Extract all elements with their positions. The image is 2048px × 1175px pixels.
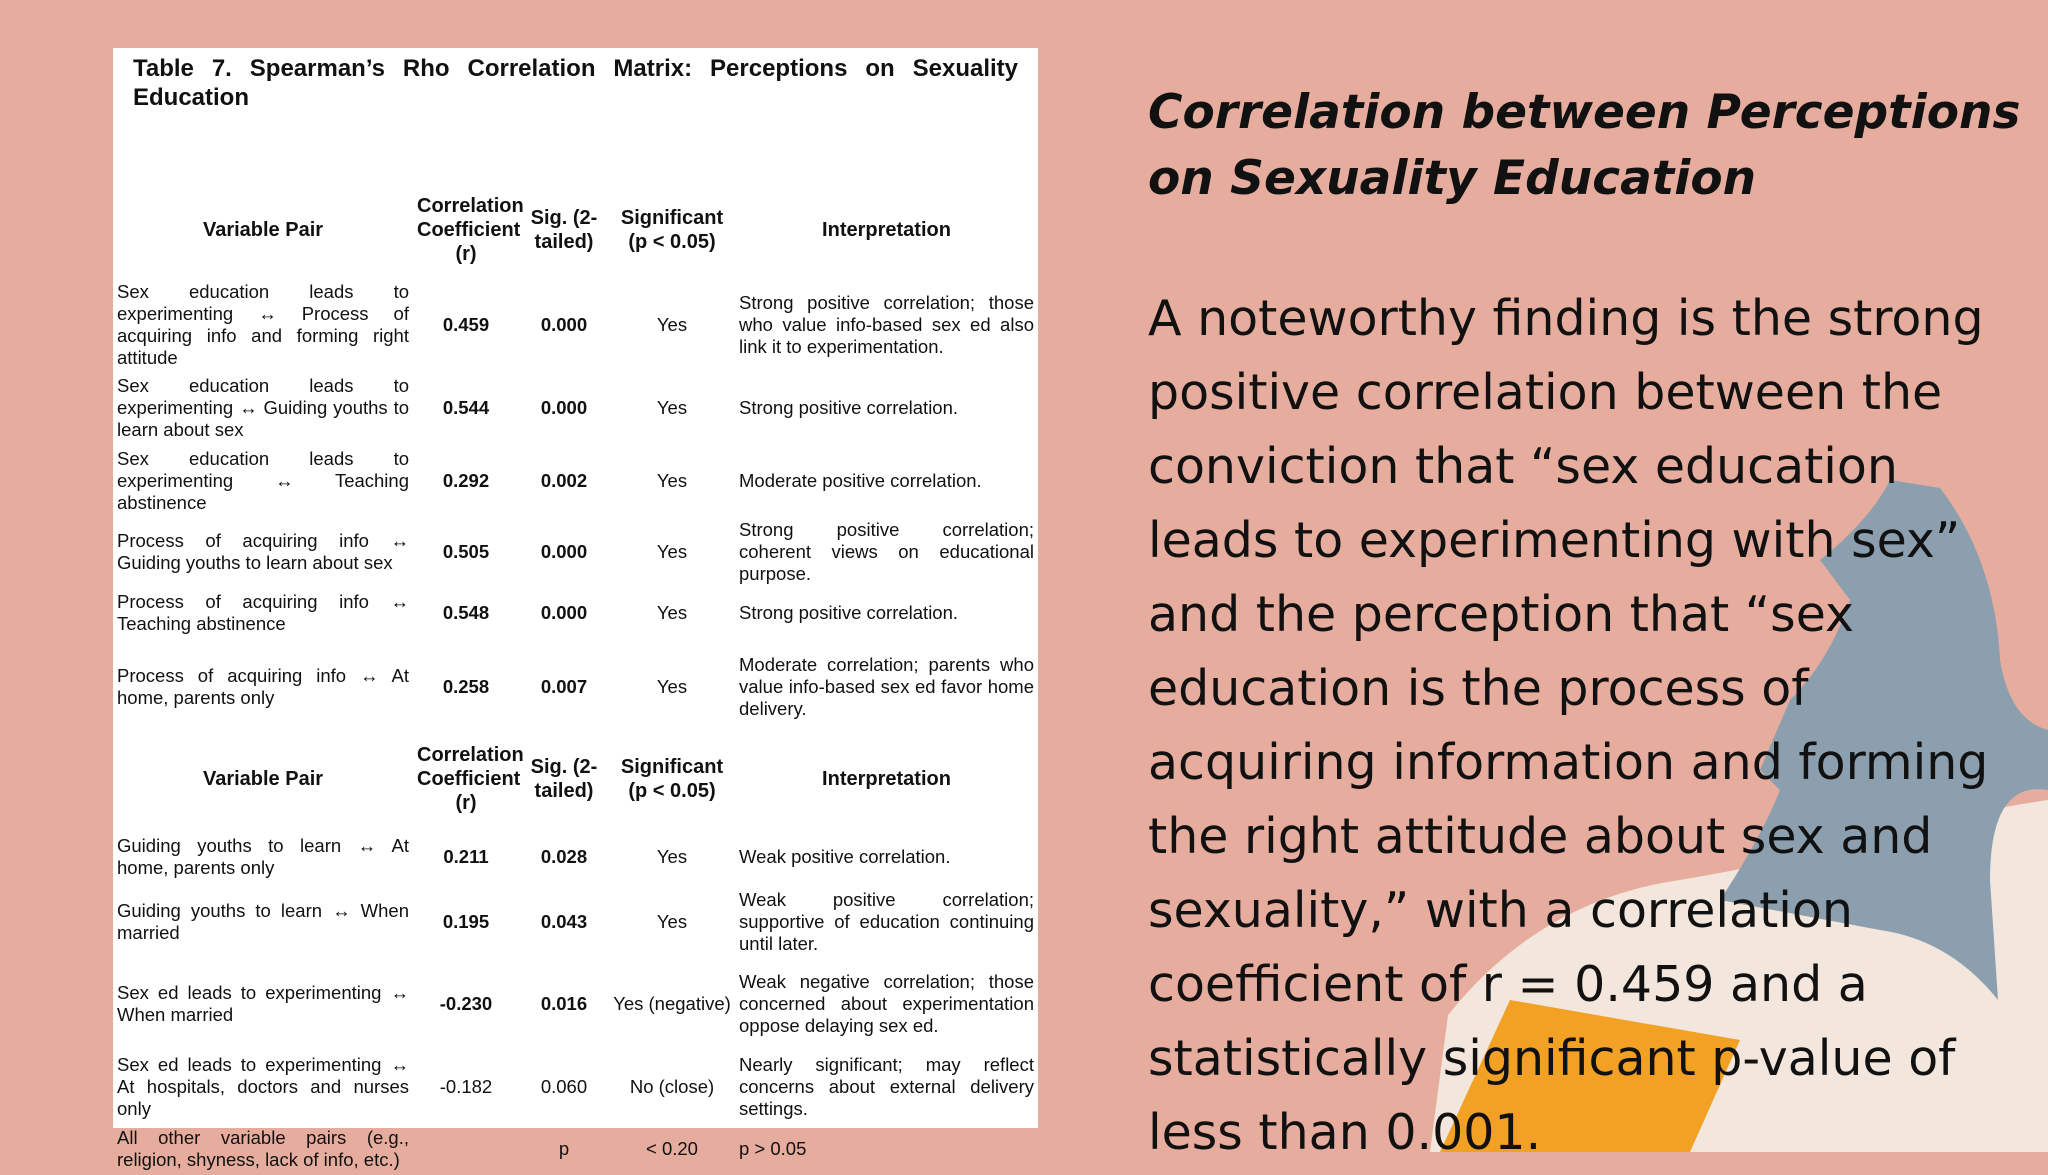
table-row: Sex education leads to experimenting ↔ P…: [113, 280, 1038, 370]
cell-significant: Yes: [656, 676, 688, 697]
table-row: Process of acquiring info ↔ Guiding yout…: [113, 517, 1038, 587]
correlation-table-document: Table 7. Spearman’s Rho Correlation Matr…: [113, 48, 1038, 1170]
cell-r: 0.459: [442, 314, 490, 335]
cell-sig: 0.000: [540, 396, 588, 418]
cell-significant: < 0.20: [646, 1138, 698, 1159]
header-correlation-coefficient: Correlation Coefficient (r): [417, 744, 524, 814]
cell-variable-pair: Sex education leads to experimenting ↔ P…: [117, 281, 409, 368]
cell-significant: Yes (negative): [613, 993, 731, 1014]
cell-interpretation: Weak positive correlation; supportive of…: [739, 889, 1034, 954]
slide-heading: Correlation between Perceptions on Sexua…: [1148, 85, 2021, 206]
cell-significant: Yes: [656, 911, 688, 932]
header-sig: Sig. (2-tailed): [530, 756, 598, 802]
table-row: Sex ed leads to experimenting ↔ At hospi…: [113, 1051, 1038, 1123]
header-significant: Significant (p < 0.05): [620, 207, 724, 253]
cell-r: [413, 1123, 519, 1175]
table-row: Guiding youths to learn ↔ When married 0…: [113, 887, 1038, 957]
cell-interpretation: Nearly significant; may reflect concerns…: [739, 1054, 1034, 1119]
cell-variable-pair: Sex ed leads to experimenting ↔ When mar…: [117, 982, 409, 1025]
header-variable-pair: Variable Pair: [202, 219, 324, 241]
header-correlation-coefficient: Correlation Coefficient (r): [417, 195, 524, 265]
cell-interpretation: Strong positive correlation; coherent vi…: [739, 519, 1034, 584]
cell-variable-pair: Sex education leads to experimenting ↔ G…: [117, 374, 409, 440]
cell-variable-pair: Process of acquiring info ↔ Teaching abs…: [117, 591, 409, 634]
cell-variable-pair: Process of acquiring info ↔ At home, par…: [117, 665, 409, 708]
cell-variable-pair: Sex education leads to experimenting ↔ T…: [117, 448, 409, 513]
cell-interpretation: Weak positive correlation.: [739, 846, 951, 867]
table-row: Sex education leads to experimenting ↔ T…: [113, 445, 1038, 517]
cell-r: 0.195: [442, 911, 490, 932]
header-interpretation: Interpretation: [822, 219, 951, 241]
cell-sig: 0.043: [540, 911, 588, 932]
header-sig: Sig. (2-tailed): [530, 207, 598, 253]
cell-variable-pair: Sex ed leads to experimenting ↔ At hospi…: [117, 1054, 409, 1119]
cell-significant: Yes: [656, 541, 688, 562]
cell-interpretation: Weak negative correlation; those concern…: [739, 971, 1034, 1036]
cell-sig: 0.000: [540, 602, 588, 623]
cell-interpretation: Strong positive correlation.: [739, 602, 959, 623]
cell-r: -0.230: [439, 993, 493, 1014]
cell-variable-pair: Guiding youths to learn ↔ At home, paren…: [117, 835, 409, 878]
cell-interpretation: Moderate positive correlation.: [739, 470, 982, 491]
cell-interpretation: p > 0.05: [739, 1138, 807, 1159]
cell-significant: No (close): [629, 1076, 715, 1097]
table-row: Sex education leads to experimenting ↔ G…: [113, 370, 1038, 445]
table-row: Guiding youths to learn ↔ At home, paren…: [113, 827, 1038, 887]
cell-r: 0.505: [442, 541, 490, 562]
cell-r: 0.292: [442, 470, 490, 491]
cell-variable-pair: Guiding youths to learn ↔ When married: [117, 900, 409, 943]
cell-sig: 0.016: [540, 993, 588, 1014]
correlation-table-part-2: Variable Pair Correlation Coefficient (r…: [113, 731, 1038, 1175]
table-row: All other variable pairs (e.g., religion…: [113, 1123, 1038, 1175]
cell-sig: 0.060: [540, 1076, 588, 1097]
header-significant: Significant (p < 0.05): [620, 756, 724, 802]
table-header-row: Variable Pair Correlation Coefficient (r…: [113, 180, 1038, 280]
cell-r: 0.211: [443, 846, 489, 867]
cell-r: 0.544: [442, 396, 490, 418]
cell-sig: 0.007: [540, 676, 588, 697]
cell-sig: 0.028: [540, 846, 588, 867]
correlation-table-part-1: Variable Pair Correlation Coefficient (r…: [113, 180, 1038, 735]
cell-sig: 0.002: [540, 470, 588, 491]
cell-significant: Yes: [656, 470, 688, 491]
cell-interpretation: Strong positive correlation.: [739, 396, 959, 418]
cell-variable-pair: All other variable pairs (e.g., religion…: [117, 1127, 409, 1170]
table-row: Sex ed leads to experimenting ↔ When mar…: [113, 957, 1038, 1051]
table-row: Process of acquiring info ↔ Teaching abs…: [113, 587, 1038, 639]
header-interpretation: Interpretation: [822, 768, 951, 790]
cell-sig: 0.000: [540, 541, 588, 562]
cell-r: -0.182: [439, 1076, 493, 1097]
cell-significant: Yes: [656, 314, 688, 335]
cell-significant: Yes: [656, 846, 688, 867]
orange-shape: [1440, 1000, 1740, 1152]
cell-sig: 0.000: [540, 314, 588, 335]
cell-interpretation: Strong positive correlation; those who v…: [739, 292, 1034, 357]
cell-sig: p: [558, 1138, 570, 1159]
cell-interpretation: Moderate correlation; parents who value …: [739, 654, 1034, 719]
cell-r: 0.548: [442, 602, 490, 623]
table-header-row: Variable Pair Correlation Coefficient (r…: [113, 731, 1038, 827]
cell-r: 0.258: [442, 676, 490, 697]
cell-variable-pair: Process of acquiring info ↔ Guiding yout…: [117, 530, 409, 573]
slide-body-text: A noteworthy finding is the strong posit…: [1148, 290, 1989, 1161]
header-variable-pair: Variable Pair: [202, 768, 324, 790]
cell-significant: Yes: [656, 396, 688, 418]
table-row: Process of acquiring info ↔ At home, par…: [113, 639, 1038, 735]
blue-leaf-shape: [1720, 480, 2048, 1000]
cell-significant: Yes: [656, 602, 688, 623]
table-title: Table 7. Spearman’s Rho Correlation Matr…: [133, 55, 1018, 111]
